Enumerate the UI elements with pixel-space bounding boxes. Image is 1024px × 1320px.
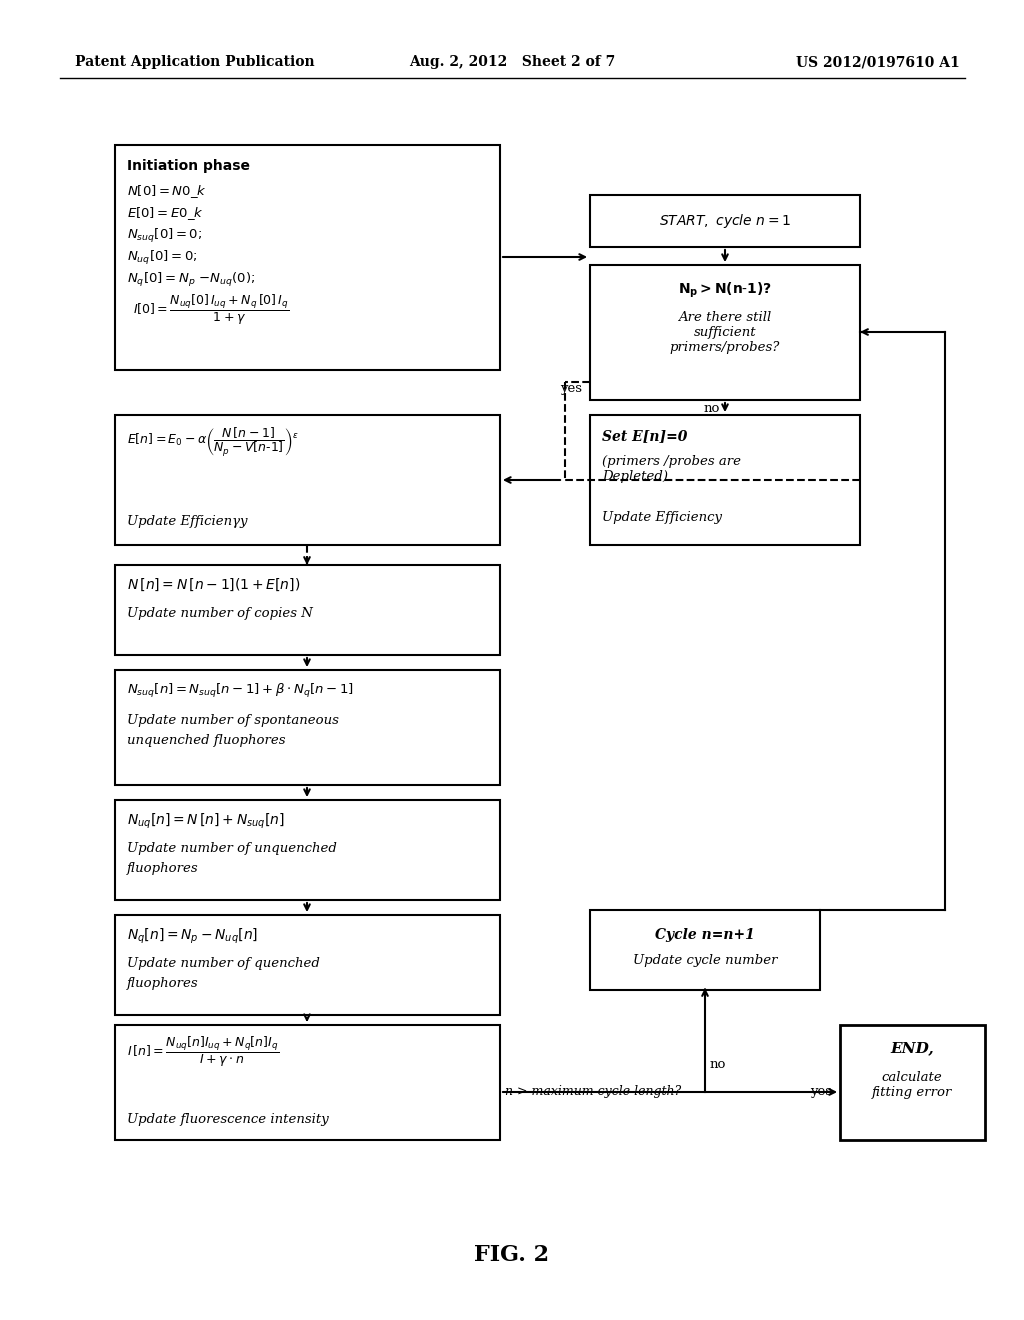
Text: Patent Application Publication: Patent Application Publication <box>75 55 314 69</box>
Text: Are there still
sufficient
primers/probes?: Are there still sufficient primers/probe… <box>670 312 780 354</box>
Text: yes: yes <box>560 381 582 395</box>
Text: $\mathit{START,\ cycle\ n=1}$: $\mathit{START,\ cycle\ n=1}$ <box>658 213 792 230</box>
Text: $I[0]=\dfrac{N_{uq}[0]\,I_{uq}+N_{q}\,[0]\,I_{q}}{1+\gamma}$: $I[0]=\dfrac{N_{uq}[0]\,I_{uq}+N_{q}\,[0… <box>133 293 290 327</box>
Text: Update Efficiency: Update Efficiency <box>602 511 722 524</box>
Bar <box>115 800 500 900</box>
Text: Update number of copies N: Update number of copies N <box>127 607 313 620</box>
Bar <box>115 414 500 545</box>
Text: $N_{uq}[0]=0;$: $N_{uq}[0]=0;$ <box>127 249 198 267</box>
Text: $I\,[n]=\dfrac{N_{uq}[n]I_{uq}+N_{q}[n]I_{q}}{I+\gamma\cdot n}$: $I\,[n]=\dfrac{N_{uq}[n]I_{uq}+N_{q}[n]I… <box>127 1035 280 1069</box>
Text: Cycle n=n+1: Cycle n=n+1 <box>655 928 755 942</box>
Text: $N_{suq}[n]=N_{suq}[n-1]+\beta\cdot N_{q}[n-1]$: $N_{suq}[n]=N_{suq}[n-1]+\beta\cdot N_{q… <box>127 682 353 700</box>
Text: yes: yes <box>810 1085 831 1098</box>
Text: Update number of unquenched: Update number of unquenched <box>127 842 337 855</box>
Text: $E[n]=E_{0}-\alpha\left(\dfrac{N\,[n-1]}{N_{p}-V[n\text{-}1]}\right)^{\varepsilo: $E[n]=E_{0}-\alpha\left(\dfrac{N\,[n-1]}… <box>127 425 299 458</box>
Bar <box>590 195 860 247</box>
Text: Aug. 2, 2012   Sheet 2 of 7: Aug. 2, 2012 Sheet 2 of 7 <box>409 55 615 69</box>
Bar <box>590 265 860 400</box>
Text: $N_{suq}[0]=0;$: $N_{suq}[0]=0;$ <box>127 227 202 246</box>
Bar <box>115 915 500 1015</box>
Text: $N[0]=N0\_k$: $N[0]=N0\_k$ <box>127 183 207 199</box>
Bar <box>115 1026 500 1140</box>
Bar <box>115 671 500 785</box>
Text: no: no <box>710 1057 726 1071</box>
Text: Update number of quenched: Update number of quenched <box>127 957 319 970</box>
Text: $\mathbf{N_p>N(n\text{-}1)?}$: $\mathbf{N_p>N(n\text{-}1)?}$ <box>678 281 772 300</box>
Text: (primers /probes are
Depleted): (primers /probes are Depleted) <box>602 455 741 483</box>
Text: $N\,[n]=N\,[n-1](1+E[n])$: $N\,[n]=N\,[n-1](1+E[n])$ <box>127 577 300 593</box>
Text: no: no <box>703 403 720 414</box>
Bar <box>590 909 820 990</box>
Text: END,: END, <box>890 1041 934 1055</box>
Text: fluophores: fluophores <box>127 977 199 990</box>
Text: $E[0]=E0\_k$: $E[0]=E0\_k$ <box>127 205 204 222</box>
Bar <box>590 414 860 545</box>
Text: Update fluorescence intensity: Update fluorescence intensity <box>127 1113 329 1126</box>
Text: n > maximum cycle length?: n > maximum cycle length? <box>505 1085 681 1098</box>
Text: $N_{q}[n]=N_{p}-N_{uq}[n]$: $N_{q}[n]=N_{p}-N_{uq}[n]$ <box>127 927 258 946</box>
Text: calculate
fitting error: calculate fitting error <box>871 1071 952 1100</box>
Bar <box>115 565 500 655</box>
Text: Update cycle number: Update cycle number <box>633 954 777 968</box>
Bar <box>115 145 500 370</box>
Text: FIG. 2: FIG. 2 <box>474 1243 550 1266</box>
Text: $N_{uq}[n]=N\,[n]+N_{suq}[n]$: $N_{uq}[n]=N\,[n]+N_{suq}[n]$ <box>127 812 285 832</box>
Text: Update number of spontaneous: Update number of spontaneous <box>127 714 339 727</box>
Text: fluophores: fluophores <box>127 862 199 875</box>
Text: US 2012/0197610 A1: US 2012/0197610 A1 <box>797 55 961 69</box>
Text: Initiation phase: Initiation phase <box>127 158 250 173</box>
Text: unquenched fluophores: unquenched fluophores <box>127 734 286 747</box>
Text: Set E[n]=0: Set E[n]=0 <box>602 429 687 444</box>
Text: $N_{q}[0]=N_{p}\ \mathit{-}N_{uq}(0);$: $N_{q}[0]=N_{p}\ \mathit{-}N_{uq}(0);$ <box>127 271 255 289</box>
Text: Update Efficienγy: Update Efficienγy <box>127 515 248 528</box>
Bar <box>840 1026 985 1140</box>
